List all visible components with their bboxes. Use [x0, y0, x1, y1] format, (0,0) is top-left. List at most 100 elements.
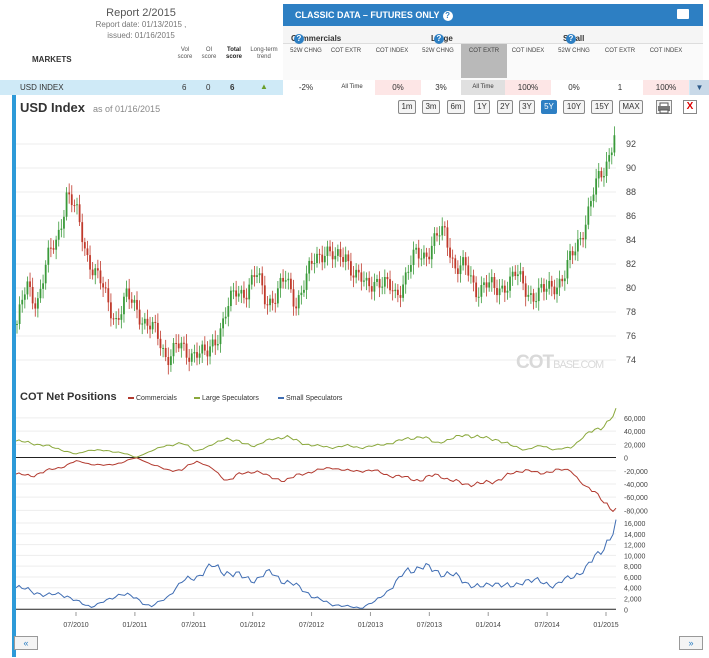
legend-small-speculators: Small Speculators — [278, 395, 342, 402]
print-chart-icon[interactable] — [656, 100, 672, 114]
dropdown-icon[interactable]: ▼ — [690, 80, 709, 95]
candle-body — [196, 352, 198, 358]
candle-body — [128, 288, 131, 300]
candle-body — [535, 301, 538, 303]
candle-body — [331, 251, 334, 260]
range-15y[interactable]: 15Y — [591, 100, 613, 114]
x-tick-label: 01/2015 — [593, 622, 618, 629]
candle-body — [446, 227, 449, 248]
candle-body — [211, 339, 214, 347]
subheader[interactable]: COT INDEX — [375, 48, 409, 54]
range-10y[interactable]: 10Y — [563, 100, 585, 114]
range-2y[interactable]: 2Y — [497, 100, 513, 114]
subheader-row: 52W CHNG COT EXTR COT INDEX 52W CHNG COT… — [283, 44, 703, 80]
y-tick-label: 0 — [624, 607, 628, 614]
candle-body — [576, 239, 579, 252]
as-of-date: as of 01/16/2015 — [93, 104, 161, 114]
subheader[interactable]: COT EXTR — [330, 48, 362, 54]
candle-body — [391, 290, 394, 292]
range-1y[interactable]: 1Y — [474, 100, 490, 114]
market-row-usd[interactable]: USD INDEX 6 0 6 ▲ -2% All Time 0% 3% All… — [0, 80, 709, 95]
candle-body — [584, 224, 587, 240]
prev-button[interactable]: « — [14, 636, 38, 650]
range-1m[interactable]: 1m — [398, 100, 416, 114]
candle-body — [417, 247, 420, 259]
subheader[interactable]: COT EXTR — [604, 48, 636, 54]
candle-body — [287, 278, 290, 281]
y-tick-label: 90 — [626, 163, 636, 173]
range-3y[interactable]: 3Y — [519, 100, 535, 114]
help-icon[interactable]: ? — [566, 34, 576, 44]
close-chart-button[interactable]: X — [683, 100, 697, 114]
candle-body — [498, 288, 501, 296]
price-chart: 74 76 78 80 82 84 86 88 90 92 — [16, 126, 636, 375]
candle-body — [587, 206, 590, 225]
candle-body — [558, 278, 561, 288]
candle-body — [454, 258, 457, 269]
candle-body — [149, 325, 151, 330]
range-max[interactable]: MAX — [619, 100, 643, 114]
candle-body — [503, 285, 506, 293]
candle-body — [423, 252, 425, 259]
subheader[interactable]: COT INDEX — [511, 48, 545, 54]
y-tick-label: 14,000 — [624, 532, 646, 539]
range-5y[interactable]: 5Y — [541, 100, 557, 114]
candle-body — [26, 281, 29, 295]
candle-body — [258, 273, 261, 276]
candle-body — [240, 289, 243, 294]
candle-body — [63, 216, 65, 229]
cot-chart: 60,000 40,000 20,000 0 -20,000 -40,000 -60,000… — [16, 408, 648, 629]
subheader[interactable]: 52W CHNG — [558, 48, 590, 54]
help-icon[interactable]: ? — [442, 10, 453, 21]
subheader[interactable]: COT INDEX — [649, 48, 683, 54]
candle-body — [595, 178, 598, 195]
range-6m[interactable]: 6m — [447, 100, 465, 114]
comm-52w: -2% — [283, 80, 329, 95]
candle-body — [102, 283, 104, 288]
candle-body — [566, 260, 569, 279]
y-tick-label: 78 — [626, 307, 636, 317]
candle-body — [579, 238, 582, 240]
subheader[interactable]: 52W CHNG — [422, 48, 454, 54]
candle-body — [18, 304, 21, 324]
candle-body — [115, 318, 118, 320]
candle-body — [459, 265, 462, 275]
help-icon[interactable]: ? — [434, 34, 444, 44]
candle-body — [107, 288, 110, 303]
candle-body — [540, 284, 543, 288]
candle-body — [224, 316, 227, 319]
candle-body — [545, 288, 548, 292]
market-name[interactable]: USD INDEX — [20, 83, 64, 92]
candle-body — [376, 278, 378, 282]
range-3m[interactable]: 3m — [422, 100, 440, 114]
subheader[interactable]: 52W CHNG — [290, 48, 322, 54]
y-tick-label: 10,000 — [624, 553, 646, 560]
candle-body — [274, 302, 277, 304]
candle-body — [180, 342, 183, 349]
candle-body — [39, 288, 42, 299]
next-button[interactable]: » — [679, 636, 703, 650]
y-tick-label: 0 — [624, 456, 628, 463]
printer-icon[interactable] — [677, 9, 689, 19]
candle-body — [363, 280, 365, 282]
y-tick-label: 8,000 — [624, 564, 642, 571]
candle-body — [511, 271, 514, 277]
candle-body — [569, 251, 571, 261]
candle-body — [222, 318, 224, 329]
candle-body — [214, 339, 217, 346]
candle-body — [201, 344, 204, 354]
candle-body — [472, 275, 475, 283]
candle-body — [81, 222, 84, 243]
candle-body — [138, 309, 141, 325]
candle-body — [524, 283, 527, 297]
candle-body — [146, 318, 149, 326]
candle-body — [329, 246, 331, 252]
candle-body — [443, 226, 446, 228]
candle-body — [36, 298, 39, 309]
candle-body — [230, 290, 232, 307]
y-tick-label: 84 — [626, 235, 636, 245]
help-icon[interactable]: ? — [294, 34, 304, 44]
candle-body — [256, 275, 258, 277]
subheader-selected[interactable]: COT EXTR — [461, 44, 507, 78]
candle-body — [496, 288, 498, 296]
